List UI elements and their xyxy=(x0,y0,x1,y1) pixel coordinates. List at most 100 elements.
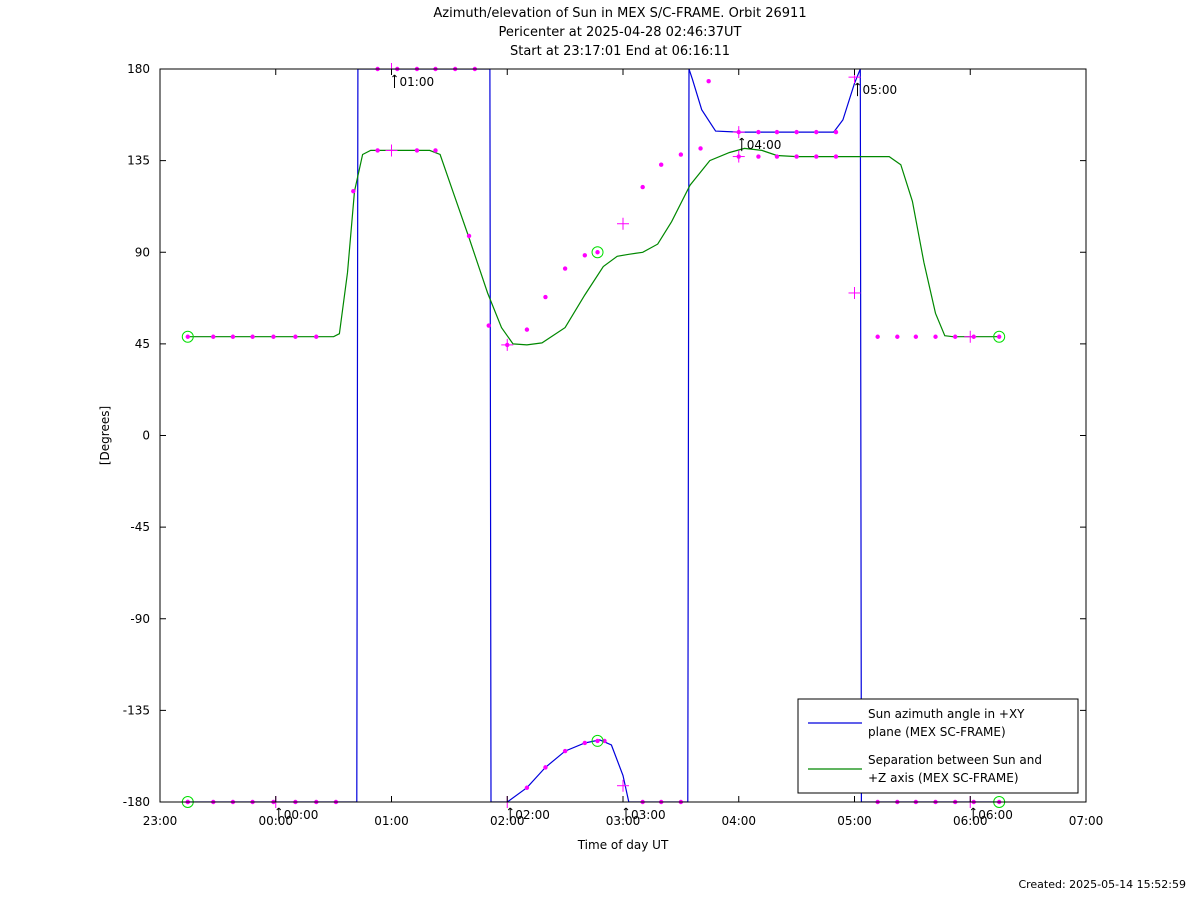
data-point xyxy=(794,154,799,159)
hour-annotation-label: 02:00 xyxy=(515,808,550,822)
azimuth-series-line xyxy=(357,69,492,802)
data-point xyxy=(314,334,319,339)
data-point xyxy=(658,162,664,167)
hour-annotation: 02:00 xyxy=(507,807,550,822)
data-point xyxy=(814,129,819,135)
data-point xyxy=(640,184,645,190)
data-point xyxy=(913,334,919,339)
data-point xyxy=(996,334,1002,339)
data-point xyxy=(933,334,938,339)
event-circle-marker xyxy=(993,330,1006,343)
legend-label: Separation between Sun and xyxy=(868,753,1042,767)
data-point xyxy=(774,154,780,159)
data-point xyxy=(794,129,799,135)
data-point xyxy=(466,233,472,239)
hour-annotation-label: 06:00 xyxy=(978,808,1013,822)
data-point xyxy=(833,129,839,135)
legend: Sun azimuth angle in +XY plane (MEX SC-FR… xyxy=(797,698,1079,794)
hour-cross-marker xyxy=(501,338,514,351)
data-point xyxy=(756,154,761,159)
hour-annotation-label: 00:00 xyxy=(284,808,319,822)
y-tick-label: 135 xyxy=(127,154,150,168)
series-layer xyxy=(187,69,1000,802)
hour-cross-marker xyxy=(732,126,745,139)
hour-annotation: 04:00 xyxy=(739,137,782,152)
data-point xyxy=(833,154,839,159)
x-axis-label: Time of day UT xyxy=(577,838,669,852)
hour-annotation-label: 03:00 xyxy=(631,808,666,822)
event-circle-marker xyxy=(591,246,604,259)
azimuth-series-line xyxy=(491,69,690,802)
data-point xyxy=(698,146,703,151)
x-tick-label: 23:00 xyxy=(143,814,178,828)
data-point xyxy=(271,334,276,339)
data-point xyxy=(582,253,588,258)
legend-label: +Z axis (MEX SC-FRAME) xyxy=(868,771,1019,785)
event-circle-marker xyxy=(181,330,194,343)
x-tick-label: 03:00 xyxy=(606,814,641,828)
x-tick-label: 02:00 xyxy=(490,814,525,828)
y-tick-label: -180 xyxy=(123,795,150,809)
legend-box xyxy=(797,698,1079,794)
legend-label: plane (MEX SC-FRAME) xyxy=(868,725,1006,739)
data-point xyxy=(230,334,236,339)
title-line-3: Start at 23:17:01 End at 06:16:11 xyxy=(510,44,730,59)
hour-annotation-label: 01:00 xyxy=(400,75,435,89)
data-point xyxy=(595,738,600,744)
data-point xyxy=(543,765,548,770)
data-point xyxy=(351,188,356,194)
marker-layer xyxy=(181,63,1006,808)
data-point xyxy=(953,334,958,339)
data-point xyxy=(433,148,438,153)
data-point xyxy=(706,79,711,84)
hour-annotation-label: 04:00 xyxy=(747,138,782,152)
data-point xyxy=(414,148,420,153)
data-point xyxy=(543,294,548,300)
legend-label: Sun azimuth angle in +XY xyxy=(868,707,1025,721)
data-point xyxy=(562,266,568,271)
y-tick-label: -45 xyxy=(130,520,150,534)
hour-annotation: 03:00 xyxy=(623,807,666,822)
data-point xyxy=(375,148,380,153)
azimuth-series-line xyxy=(187,69,359,802)
data-point xyxy=(524,327,530,332)
data-point xyxy=(814,154,819,159)
hour-cross-marker xyxy=(617,217,629,230)
data-point xyxy=(293,334,298,339)
hour-annotation-label: 05:00 xyxy=(863,83,898,97)
data-point xyxy=(211,334,216,339)
data-point xyxy=(524,785,530,790)
hour-cross-marker xyxy=(732,150,745,163)
x-tick-label: 00:00 xyxy=(258,814,293,828)
title-line-2: Pericenter at 2025-04-28 02:46:37UT xyxy=(498,25,741,40)
data-point xyxy=(678,152,684,157)
y-tick-label: 180 xyxy=(127,62,150,76)
x-tick-label: 01:00 xyxy=(374,814,409,828)
hour-annotation: 05:00 xyxy=(855,82,898,97)
event-circle-marker xyxy=(591,734,604,747)
y-tick-label: 45 xyxy=(135,337,150,351)
x-tick-label: 07:00 xyxy=(1069,814,1104,828)
data-point xyxy=(582,740,588,746)
axes: 23:00 00:00 01:00 02:00 03:00 04:00 05:00 06:00… xyxy=(123,62,1104,828)
chart-title: Azimuth/elevation of Sun in MEX S/C-FRAM… xyxy=(433,6,806,59)
data-point xyxy=(185,334,190,339)
hour-annotation: 06:00 xyxy=(970,807,1013,822)
data-point xyxy=(595,250,600,255)
data-point xyxy=(756,129,761,135)
azimuth-series-line xyxy=(688,69,863,802)
plot-frame xyxy=(159,68,1087,803)
x-tick-label: 04:00 xyxy=(721,814,756,828)
hour-cross-marker xyxy=(964,330,977,343)
data-point xyxy=(875,334,880,339)
y-axis-label: [Degrees] xyxy=(98,406,112,465)
y-tick-label: 90 xyxy=(135,245,150,259)
created-timestamp: Created: 2025-05-14 15:52:59 xyxy=(1018,878,1186,891)
x-tick-label: 05:00 xyxy=(837,814,872,828)
data-point xyxy=(895,334,900,339)
title-line-1: Azimuth/elevation of Sun in MEX S/C-FRAM… xyxy=(433,6,806,21)
hour-cross-marker xyxy=(617,779,629,792)
separation-series-line xyxy=(187,147,1000,346)
annotation-layer: 00:00 01:00 02:00 03:00 04:00 05:00 06:00 xyxy=(276,74,1013,822)
